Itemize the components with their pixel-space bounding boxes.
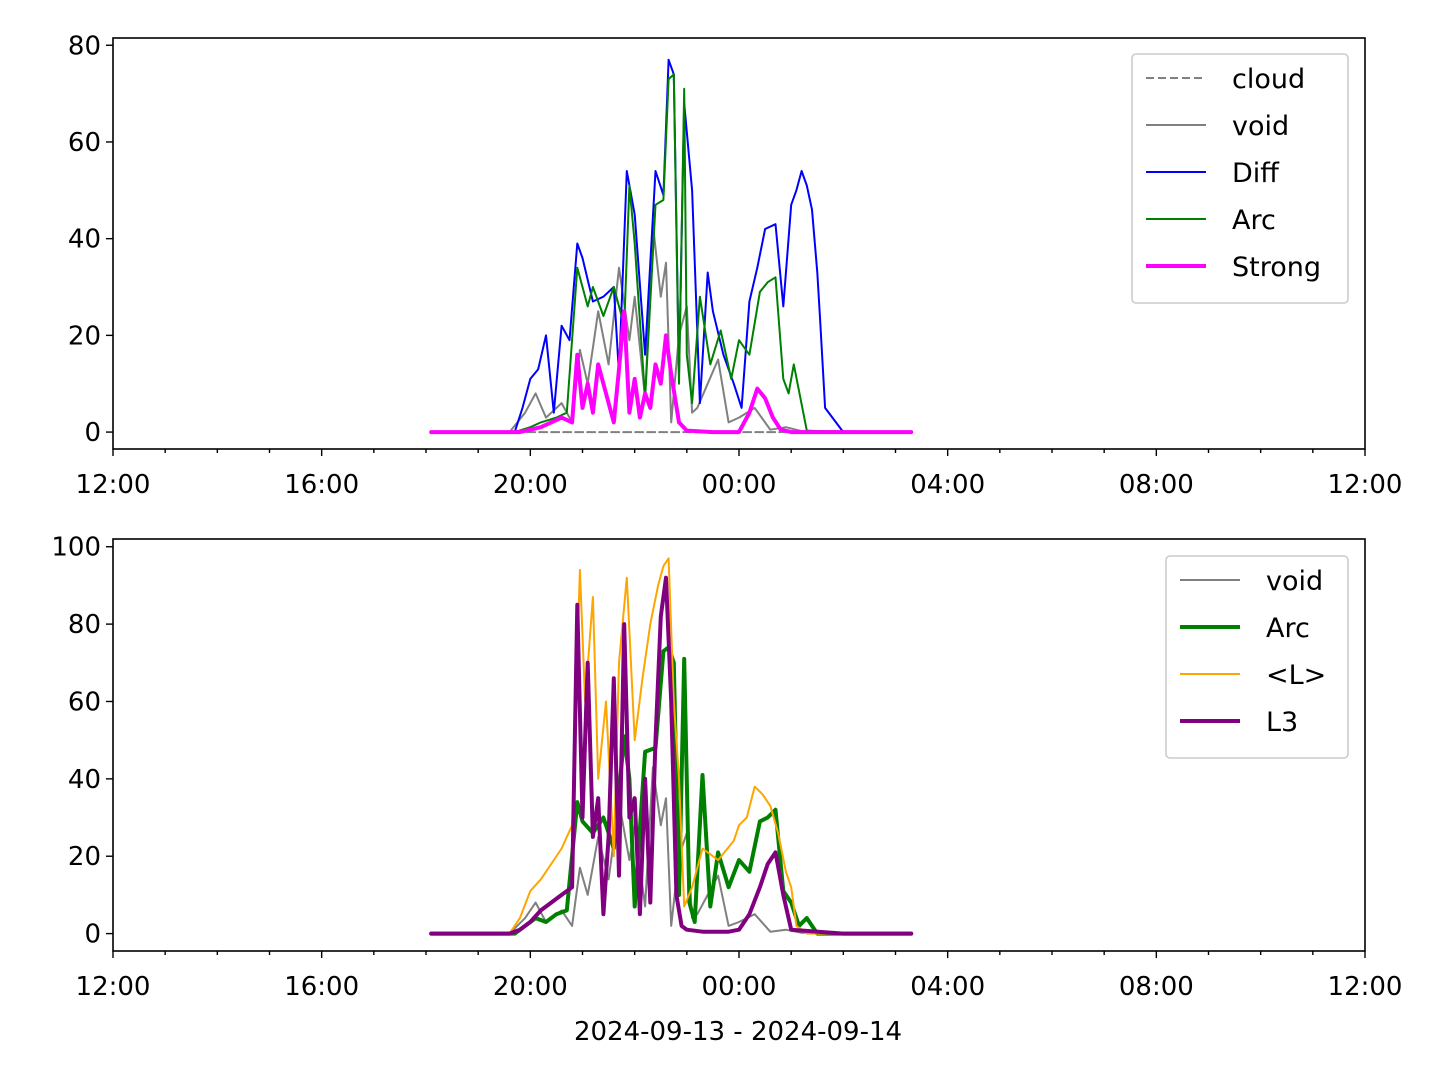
y-tick-label: 20 xyxy=(68,321,101,351)
legend-label: void xyxy=(1232,111,1289,142)
legend-label: Arc xyxy=(1266,613,1310,644)
legend-frame xyxy=(1165,555,1349,759)
x-tick-label: 08:00 xyxy=(1119,470,1194,500)
legend-label: Strong xyxy=(1232,252,1321,283)
x-tick-label: 12:00 xyxy=(1328,470,1403,500)
y-tick-label: 80 xyxy=(68,31,101,61)
legend-label: L3 xyxy=(1266,707,1298,738)
y-tick-label: 0 xyxy=(84,418,101,448)
top-panel: 0 20 40 60 80 12:00 16:00 20:00 00:00 04:00 08:00 1… xyxy=(68,31,1403,500)
x-tick-label: 16:00 xyxy=(284,470,359,500)
legend-label: Diff xyxy=(1232,158,1280,189)
bottom-panel: 0 20 40 60 80 100 12:00 16:00 20:00 00:00 04:00 08:… xyxy=(51,533,1402,1002)
y-tick-label: 60 xyxy=(68,687,101,717)
y-tick-label: 60 xyxy=(68,128,101,158)
legend-label: Arc xyxy=(1232,205,1276,236)
legend-label: <L> xyxy=(1266,660,1326,691)
y-tick-label: 100 xyxy=(51,533,101,563)
series-group xyxy=(429,58,914,435)
x-tick-label: 12:00 xyxy=(76,470,151,500)
x-tick-label: 08:00 xyxy=(1119,972,1194,1002)
legend-frame xyxy=(1131,53,1349,304)
legend-label: void xyxy=(1266,566,1323,597)
legend: cloud void Diff Arc Strong xyxy=(1131,53,1349,304)
legend-label: cloud xyxy=(1232,64,1305,95)
x-tick-label: 12:00 xyxy=(1328,972,1403,1002)
y-tick-label: 40 xyxy=(68,765,101,795)
x-tick-label: 12:00 xyxy=(76,972,151,1002)
x-tick-label: 16:00 xyxy=(284,972,359,1002)
x-tick-label: 20:00 xyxy=(493,972,568,1002)
x-tick-label: 20:00 xyxy=(493,470,568,500)
series-line-strong xyxy=(429,309,914,435)
legend: void Arc <L> L3 xyxy=(1165,555,1349,759)
x-axis-label: 2024-09-13 - 2024-09-14 xyxy=(574,1017,902,1047)
y-tick-label: 40 xyxy=(68,225,101,255)
x-tick-label: 00:00 xyxy=(702,972,777,1002)
series-line-l3 xyxy=(429,575,914,936)
series-line-void xyxy=(430,766,913,935)
y-tick-label: 0 xyxy=(84,920,101,950)
series-line-void xyxy=(430,223,913,434)
x-tick-label: 00:00 xyxy=(702,470,777,500)
series-line-arc xyxy=(430,73,913,434)
series-group xyxy=(429,557,914,936)
y-tick-label: 20 xyxy=(68,842,101,872)
x-tick-label: 04:00 xyxy=(910,470,985,500)
y-tick-label: 80 xyxy=(68,610,101,640)
series-line-l xyxy=(430,557,913,935)
x-tick-label: 04:00 xyxy=(910,972,985,1002)
